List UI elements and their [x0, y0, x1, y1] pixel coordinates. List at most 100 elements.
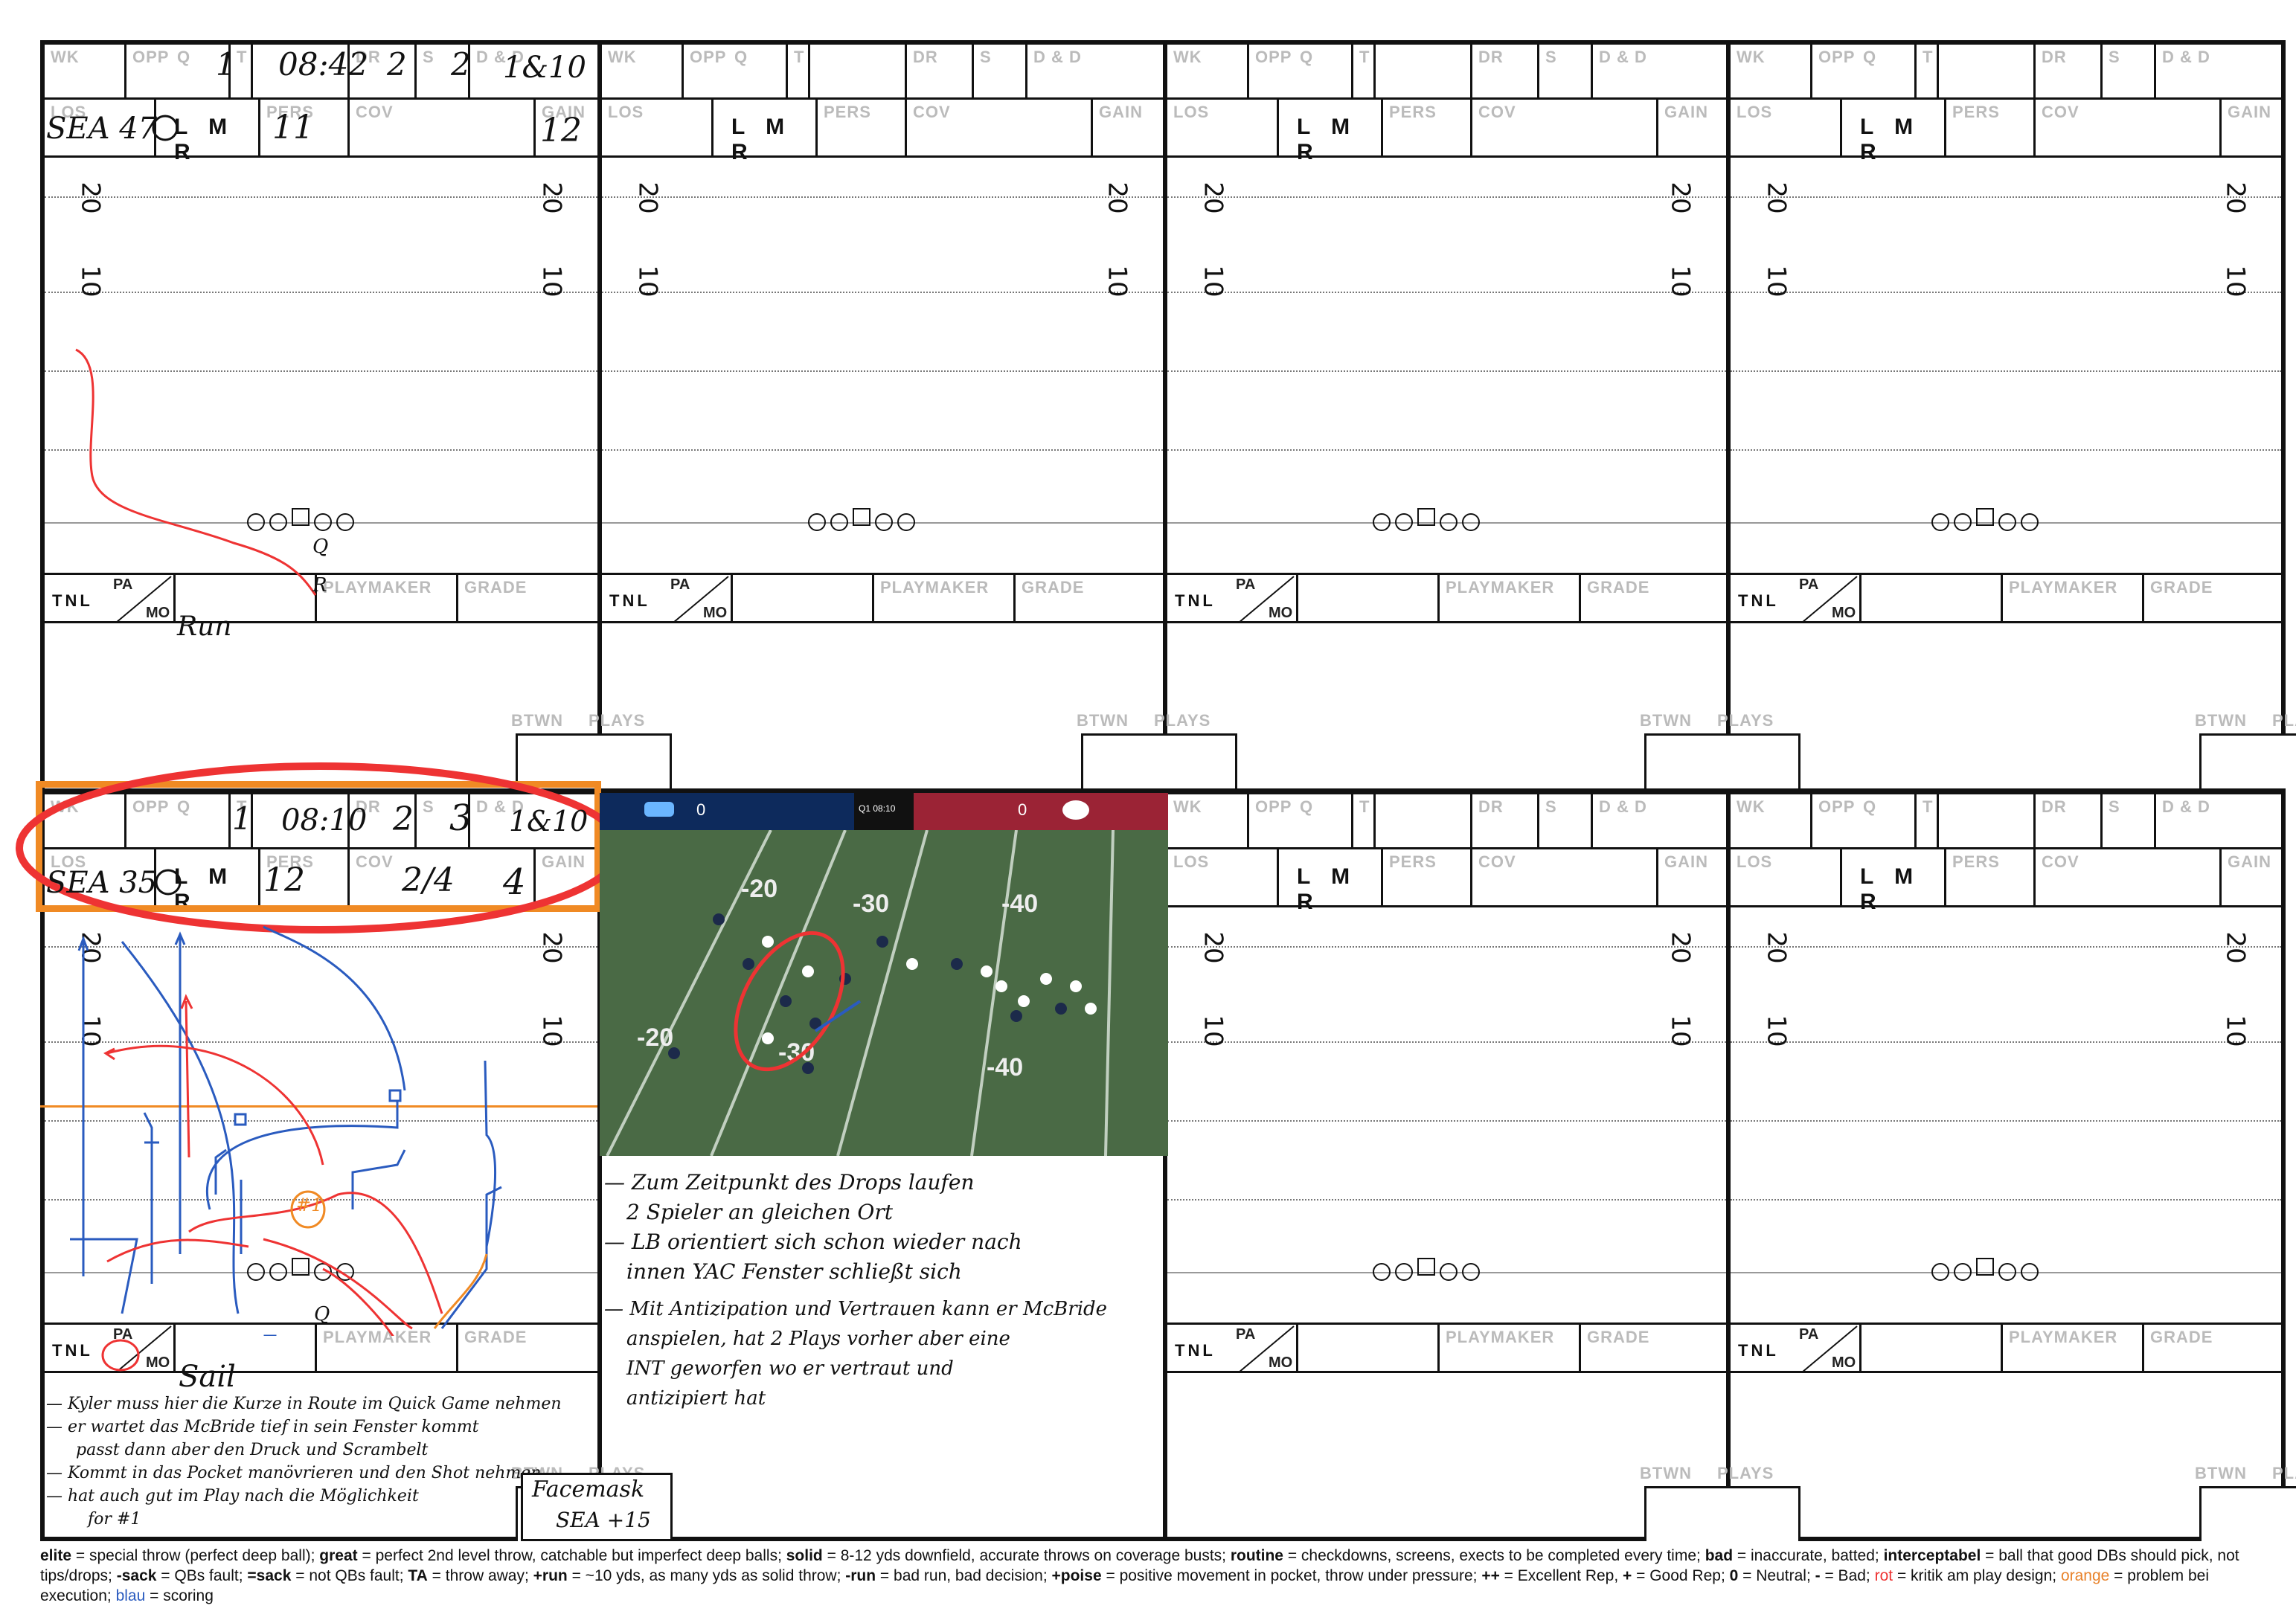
field-s[interactable]: S: [417, 45, 470, 97]
field-dd[interactable]: D & D: [2156, 45, 2281, 97]
field-t[interactable]: T: [231, 45, 350, 97]
playmaker-field[interactable]: PLAYMAKER: [2003, 575, 2144, 621]
lmr-selector[interactable]: L M R: [174, 115, 235, 164]
field-wk[interactable]: WK: [1167, 794, 1249, 847]
field-cov[interactable]: COV: [1472, 849, 1658, 905]
field-opp[interactable]: OPP: [684, 45, 810, 97]
pa-mo-box[interactable]: PA MO: [1795, 1325, 1862, 1373]
field-cov[interactable]: COV: [1472, 100, 1658, 155]
field-pers[interactable]: PERS: [1946, 100, 2036, 155]
playmaker-field[interactable]: PLAYMAKER: [874, 575, 1016, 621]
grade-field[interactable]: GRADE: [2144, 575, 2281, 621]
tnl-label[interactable]: TNL: [609, 591, 650, 610]
play-call-field[interactable]: [1298, 1325, 1440, 1371]
play-call-field[interactable]: [1862, 1325, 2003, 1371]
field-wk[interactable]: WK: [602, 45, 684, 97]
field-t[interactable]: T: [1917, 45, 2036, 97]
field-s[interactable]: S: [417, 794, 470, 847]
grade-field[interactable]: GRADE: [1016, 575, 1163, 621]
field-q[interactable]: Q: [1857, 794, 1917, 847]
field-lmr[interactable]: L M R: [1279, 849, 1383, 914]
field-q[interactable]: Q: [728, 45, 788, 97]
pa-mo-box[interactable]: PA MO: [1231, 1325, 1298, 1373]
field-pers[interactable]: PERS: [1383, 100, 1472, 155]
field-dr[interactable]: DR: [1472, 794, 1539, 847]
field-opp[interactable]: OPP: [1249, 45, 1376, 97]
field-q[interactable]: Q: [171, 794, 231, 847]
field-wk[interactable]: WK: [1731, 794, 1812, 847]
field-pers[interactable]: PERS: [260, 849, 350, 905]
grade-field[interactable]: GRADE: [2144, 1325, 2281, 1371]
field-dd[interactable]: D & D: [1027, 45, 1163, 97]
tnl-label[interactable]: TNL: [1738, 1341, 1779, 1360]
field-dd[interactable]: D & D: [470, 794, 597, 847]
field-opp[interactable]: OPP: [1812, 794, 1939, 847]
field-los[interactable]: LOS: [1731, 100, 1842, 155]
field-t[interactable]: T: [1353, 45, 1472, 97]
field-los[interactable]: LOS: [1731, 849, 1842, 905]
field-s[interactable]: S: [974, 45, 1027, 97]
field-lmr[interactable]: L M R: [1279, 100, 1383, 164]
lmr-selector[interactable]: L M R: [1297, 115, 1358, 164]
field-q[interactable]: Q: [1294, 45, 1353, 97]
field-cov[interactable]: COV: [2036, 849, 2222, 905]
between-plays-box[interactable]: [2199, 1486, 2296, 1541]
field-lmr[interactable]: L M R: [714, 100, 818, 164]
field-gain[interactable]: GAIN: [536, 849, 597, 905]
pa-mo-box[interactable]: PA MO: [1795, 575, 1862, 623]
field-gain[interactable]: GAIN: [1093, 100, 1163, 155]
play-call-field[interactable]: [176, 575, 317, 621]
field-dd[interactable]: D & D: [1593, 794, 1726, 847]
playmaker-field[interactable]: PLAYMAKER: [317, 575, 458, 621]
grade-field[interactable]: GRADE: [1581, 575, 1726, 621]
grade-field[interactable]: GRADE: [458, 575, 597, 621]
field-t[interactable]: T: [788, 45, 907, 97]
field-cov[interactable]: COV: [350, 100, 536, 155]
field-wk[interactable]: WK: [1167, 45, 1249, 97]
pa-mo-box[interactable]: PA MO: [109, 1325, 176, 1373]
field-t[interactable]: T: [1353, 794, 1472, 847]
field-pers[interactable]: PERS: [260, 100, 350, 155]
field-los[interactable]: LOS: [602, 100, 714, 155]
lmr-selector[interactable]: L M R: [731, 115, 792, 164]
field-cov[interactable]: COV: [2036, 100, 2222, 155]
field-cov[interactable]: COV: [907, 100, 1093, 155]
field-gain[interactable]: GAIN: [1658, 849, 1726, 905]
field-opp[interactable]: OPP: [126, 794, 253, 847]
play-call-field[interactable]: [733, 575, 874, 621]
field-s[interactable]: S: [1539, 794, 1593, 847]
field-t[interactable]: T: [1917, 794, 2036, 847]
field-gain[interactable]: GAIN: [2222, 849, 2281, 905]
field-s[interactable]: S: [2103, 794, 2156, 847]
field-dr[interactable]: DR: [2036, 794, 2103, 847]
field-s[interactable]: S: [1539, 45, 1593, 97]
tnl-label[interactable]: TNL: [1738, 591, 1779, 610]
lmr-selector[interactable]: L M R: [1860, 115, 1921, 164]
field-dd[interactable]: D & D: [1593, 45, 1726, 97]
playmaker-field[interactable]: PLAYMAKER: [2003, 1325, 2144, 1371]
between-plays-box[interactable]: [516, 733, 672, 788]
field-lmr[interactable]: L M R: [1842, 849, 1946, 914]
game-video-still[interactable]: 0 Q1 08:10 0 -20 -30 -40 -20 -30 -40: [600, 793, 1168, 1156]
play-call-field[interactable]: [1862, 575, 2003, 621]
field-lmr[interactable]: L M R: [156, 100, 260, 164]
pa-mo-box[interactable]: PA MO: [666, 575, 733, 623]
field-pers[interactable]: PERS: [818, 100, 907, 155]
field-dr[interactable]: DR: [907, 45, 974, 97]
playmaker-field[interactable]: PLAYMAKER: [1440, 575, 1581, 621]
field-dr[interactable]: DR: [2036, 45, 2103, 97]
field-los[interactable]: LOS: [1167, 100, 1279, 155]
field-s[interactable]: S: [2103, 45, 2156, 97]
field-wk[interactable]: WK: [1731, 45, 1812, 97]
field-cov[interactable]: COV: [350, 849, 536, 905]
field-wk[interactable]: WK: [45, 45, 126, 97]
field-dd[interactable]: D & D: [470, 45, 597, 97]
field-dd[interactable]: D & D: [2156, 794, 2281, 847]
play-call-field[interactable]: [176, 1325, 317, 1371]
field-opp[interactable]: OPP: [126, 45, 253, 97]
field-gain[interactable]: GAIN: [2222, 100, 2281, 155]
between-plays-box[interactable]: [1644, 733, 1800, 788]
field-pers[interactable]: PERS: [1946, 849, 2036, 905]
field-dr[interactable]: DR: [350, 794, 417, 847]
field-opp[interactable]: OPP: [1249, 794, 1376, 847]
